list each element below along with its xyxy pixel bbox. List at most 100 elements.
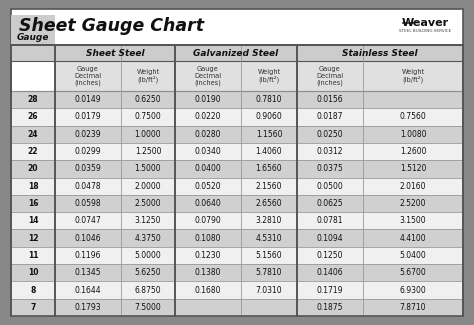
Text: 5.6250: 5.6250 <box>135 268 161 277</box>
Text: Stainless Steel: Stainless Steel <box>342 48 418 58</box>
Text: 0.0500: 0.0500 <box>317 182 343 191</box>
Text: 0.0790: 0.0790 <box>195 216 221 225</box>
Text: 0.1875: 0.1875 <box>317 303 343 312</box>
Text: 0.0156: 0.0156 <box>317 95 343 104</box>
Text: 0.1719: 0.1719 <box>317 286 343 294</box>
Text: 5.6700: 5.6700 <box>400 268 427 277</box>
Text: 0.1094: 0.1094 <box>317 234 343 243</box>
Text: 3.2810: 3.2810 <box>256 216 282 225</box>
Text: Gauge
Decimal
(inches): Gauge Decimal (inches) <box>74 66 101 86</box>
Text: 0.0239: 0.0239 <box>75 130 101 139</box>
Bar <box>11 264 463 281</box>
Text: 3.1500: 3.1500 <box>400 216 426 225</box>
Text: 1.2600: 1.2600 <box>400 147 426 156</box>
Text: 0.0312: 0.0312 <box>317 147 343 156</box>
Text: 0.9060: 0.9060 <box>255 112 283 122</box>
Text: 0.1345: 0.1345 <box>75 268 101 277</box>
Text: 10: 10 <box>28 268 38 277</box>
Text: 0.0375: 0.0375 <box>317 164 343 173</box>
Text: 16: 16 <box>28 199 38 208</box>
Text: Gauge
Decimal
(inches): Gauge Decimal (inches) <box>317 66 344 86</box>
Text: Weight
(lb/ft²): Weight (lb/ft²) <box>401 69 425 83</box>
Text: 22: 22 <box>28 147 38 156</box>
Text: 0.0359: 0.0359 <box>74 164 101 173</box>
Text: 0.0190: 0.0190 <box>195 95 221 104</box>
Text: 24: 24 <box>28 130 38 139</box>
Bar <box>11 15 55 61</box>
Text: 0.1230: 0.1230 <box>195 251 221 260</box>
Text: 7.8710: 7.8710 <box>400 303 426 312</box>
Bar <box>55 45 175 61</box>
Text: 12: 12 <box>28 234 38 243</box>
Text: 0.0280: 0.0280 <box>195 130 221 139</box>
Text: 0.7500: 0.7500 <box>135 112 161 122</box>
Text: 0.1793: 0.1793 <box>75 303 101 312</box>
Text: 28: 28 <box>27 95 38 104</box>
Text: 0.1196: 0.1196 <box>75 251 101 260</box>
Text: 5.0000: 5.0000 <box>135 251 161 260</box>
Text: 0.0179: 0.0179 <box>75 112 101 122</box>
Text: Weight
(lb/ft²): Weight (lb/ft²) <box>137 69 160 83</box>
Bar <box>11 281 463 299</box>
Text: 4.4100: 4.4100 <box>400 234 426 243</box>
Text: STEEL BUILDING SERVICE: STEEL BUILDING SERVICE <box>399 29 451 33</box>
Text: 0.0149: 0.0149 <box>75 95 101 104</box>
Text: 2.0000: 2.0000 <box>135 182 161 191</box>
Text: 0.0187: 0.0187 <box>317 112 343 122</box>
Bar <box>11 299 463 316</box>
Text: 8: 8 <box>30 286 36 294</box>
Text: 2.5200: 2.5200 <box>400 199 426 208</box>
Text: 0.0340: 0.0340 <box>195 147 221 156</box>
Bar <box>11 160 463 177</box>
Text: 1.1560: 1.1560 <box>256 130 282 139</box>
Text: 7: 7 <box>30 303 36 312</box>
Text: 1.2500: 1.2500 <box>135 147 161 156</box>
Text: 5.1560: 5.1560 <box>255 251 283 260</box>
Text: 0.7810: 0.7810 <box>256 95 282 104</box>
Bar <box>175 45 297 61</box>
Text: 1.6560: 1.6560 <box>255 164 283 173</box>
Text: Gauge
Decimal
(inches): Gauge Decimal (inches) <box>194 66 221 86</box>
Text: 7.0310: 7.0310 <box>255 286 283 294</box>
Text: 14: 14 <box>28 216 38 225</box>
Text: Gauge: Gauge <box>17 33 49 43</box>
Text: 0.0640: 0.0640 <box>195 199 221 208</box>
Text: 0.0625: 0.0625 <box>317 199 343 208</box>
Text: 1.0080: 1.0080 <box>400 130 426 139</box>
Text: 7.5000: 7.5000 <box>135 303 161 312</box>
Text: 0.0520: 0.0520 <box>195 182 221 191</box>
Bar <box>297 45 463 61</box>
Bar <box>11 247 463 264</box>
Text: 0.0598: 0.0598 <box>75 199 101 208</box>
Text: 18: 18 <box>27 182 38 191</box>
Bar <box>55 61 175 91</box>
Bar <box>11 108 463 126</box>
Text: 0.0478: 0.0478 <box>75 182 101 191</box>
Text: 0.0299: 0.0299 <box>75 147 101 156</box>
Text: 4.3750: 4.3750 <box>135 234 161 243</box>
Text: 0.7560: 0.7560 <box>400 112 427 122</box>
Bar <box>11 143 463 160</box>
Bar <box>11 229 463 247</box>
Bar <box>11 177 463 195</box>
Text: 20: 20 <box>28 164 38 173</box>
Text: 0.1680: 0.1680 <box>195 286 221 294</box>
Text: 26: 26 <box>28 112 38 122</box>
Text: 0.6250: 0.6250 <box>135 95 161 104</box>
Text: Sheet Steel: Sheet Steel <box>86 48 144 58</box>
Text: 1.0000: 1.0000 <box>135 130 161 139</box>
Bar <box>297 61 463 91</box>
Text: 1.5120: 1.5120 <box>400 164 426 173</box>
Text: 0.1644: 0.1644 <box>75 286 101 294</box>
Text: 0.0250: 0.0250 <box>317 130 343 139</box>
Text: 5.7810: 5.7810 <box>256 268 282 277</box>
Text: 0.1080: 0.1080 <box>195 234 221 243</box>
Text: 0.1046: 0.1046 <box>75 234 101 243</box>
Text: 0.0747: 0.0747 <box>74 216 101 225</box>
Text: 3.1250: 3.1250 <box>135 216 161 225</box>
Text: 2.0160: 2.0160 <box>400 182 426 191</box>
Text: 5.0400: 5.0400 <box>400 251 427 260</box>
Text: 6.8750: 6.8750 <box>135 286 161 294</box>
Text: 11: 11 <box>28 251 38 260</box>
Bar <box>11 195 463 212</box>
